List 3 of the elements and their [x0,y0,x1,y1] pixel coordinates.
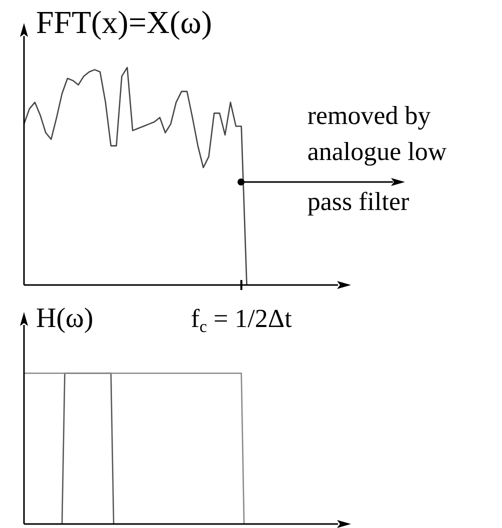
y-axis-title: H(ω) [36,303,94,334]
annotation: removed by analogue low pass filter [307,100,447,216]
y-axis-title: FFT(x)=X(ω) [36,4,212,40]
